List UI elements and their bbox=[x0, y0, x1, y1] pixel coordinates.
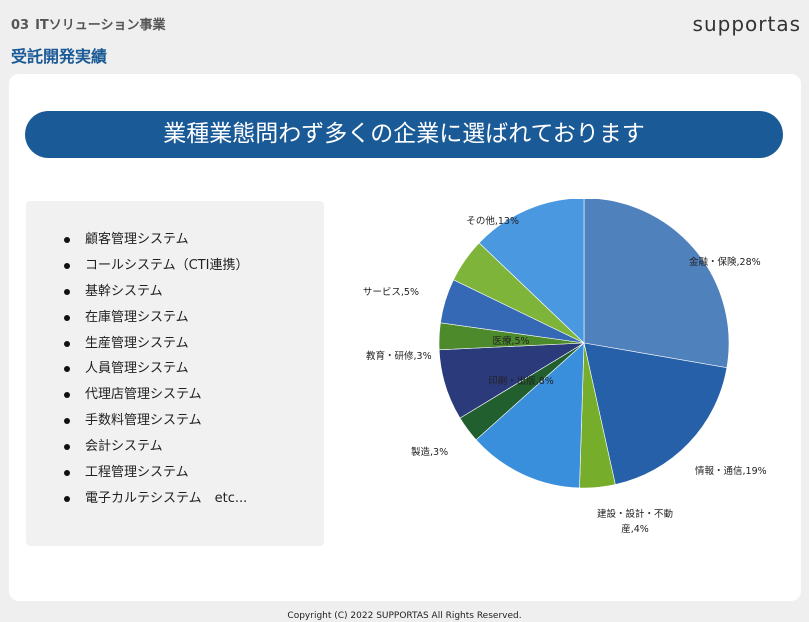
list-item-label: 在庫管理システム bbox=[85, 309, 189, 325]
list-item-label: 基幹システム bbox=[85, 283, 163, 299]
pie-slice-label: その他,13% bbox=[466, 215, 519, 227]
pie-slice bbox=[478, 199, 585, 344]
bullet-icon bbox=[64, 314, 70, 321]
headline-banner: 業種業態問わず多くの企業に選ばれております bbox=[25, 111, 783, 158]
list-item-label: コールシステム（CTI連携） bbox=[85, 257, 249, 273]
list-item-label: 代理店管理システム bbox=[85, 387, 202, 403]
bullet-icon bbox=[64, 495, 70, 502]
pie-slice-label: サービス,5% bbox=[363, 287, 419, 298]
bullet-icon bbox=[64, 262, 70, 269]
list-item: 基幹システム bbox=[64, 279, 248, 305]
bullet-icon bbox=[64, 444, 70, 451]
section-number: 03 bbox=[11, 18, 30, 33]
list-item: 人員管理システム bbox=[64, 356, 248, 382]
bullet-icon bbox=[64, 340, 70, 347]
bullet-icon bbox=[64, 366, 70, 373]
pie-slice bbox=[583, 342, 728, 485]
pie-slice-label: 医療,5% bbox=[492, 335, 529, 347]
systems-list: 顧客管理システム コールシステム（CTI連携） 基幹システム 在庫管理システム … bbox=[64, 227, 248, 512]
list-item-label: 工程管理システム bbox=[85, 465, 189, 481]
list-item-label: 手数料管理システム bbox=[85, 413, 202, 429]
pie-slice bbox=[583, 199, 730, 369]
pie-slice bbox=[475, 342, 585, 489]
list-item-label: 会計システム bbox=[85, 439, 163, 455]
list-item: 電子カルテシステム etc... bbox=[64, 486, 248, 512]
bullet-icon bbox=[64, 418, 70, 425]
list-item: 会計システム bbox=[64, 434, 248, 460]
pie-slice-label: 情報・通信,19% bbox=[695, 465, 767, 477]
pie-slice-label: 教育・研修,3% bbox=[366, 350, 432, 362]
page-subtitle: 受託開発実績 bbox=[11, 47, 108, 66]
list-item-label: 人員管理システム bbox=[85, 361, 189, 377]
section-heading: 03 ITソリューション事業 bbox=[11, 14, 166, 33]
bullet-icon bbox=[64, 237, 70, 243]
content-card: 業種業態問わず多くの企業に選ばれております 顧客管理システム コールシステム（C… bbox=[9, 74, 801, 601]
list-item-label: 電子カルテシステム etc... bbox=[85, 490, 248, 506]
list-item: 工程管理システム bbox=[64, 460, 248, 486]
copyright-text: Copyright (C) 2022 SUPPORTAS All Rights … bbox=[287, 611, 522, 621]
pie-slice-label: 建設・設計・不動産,4% bbox=[597, 508, 673, 535]
list-item: コールシステム（CTI連携） bbox=[64, 253, 248, 279]
list-item-label: 生産管理システム bbox=[85, 335, 189, 351]
industry-pie-chart: 金融・保険,28% 情報・通信,19% 建設・設計・不動産,4% 製造,3% 印刷・出版… bbox=[363, 199, 767, 535]
list-item: 生産管理システム bbox=[64, 331, 248, 357]
list-item: 手数料管理システム bbox=[64, 408, 248, 434]
pie-slice-label: 印刷・出版,8% bbox=[488, 375, 554, 387]
section-title: ITソリューション事業 bbox=[35, 18, 166, 33]
systems-list-panel: 顧客管理システム コールシステム（CTI連携） 基幹システム 在庫管理システム … bbox=[26, 201, 324, 546]
pie-slice-label: 製造,3% bbox=[411, 446, 448, 458]
list-item: 在庫管理システム bbox=[64, 305, 248, 331]
bullet-icon bbox=[64, 470, 70, 477]
list-item: 顧客管理システム bbox=[64, 227, 248, 253]
list-item-label: 顧客管理システム bbox=[85, 232, 189, 247]
bullet-icon bbox=[64, 288, 70, 295]
pie-slice-label: 金融・保険,28% bbox=[689, 256, 761, 268]
bullet-icon bbox=[64, 392, 70, 399]
list-item: 代理店管理システム bbox=[64, 382, 248, 408]
brand-logo: supportas bbox=[692, 12, 801, 36]
